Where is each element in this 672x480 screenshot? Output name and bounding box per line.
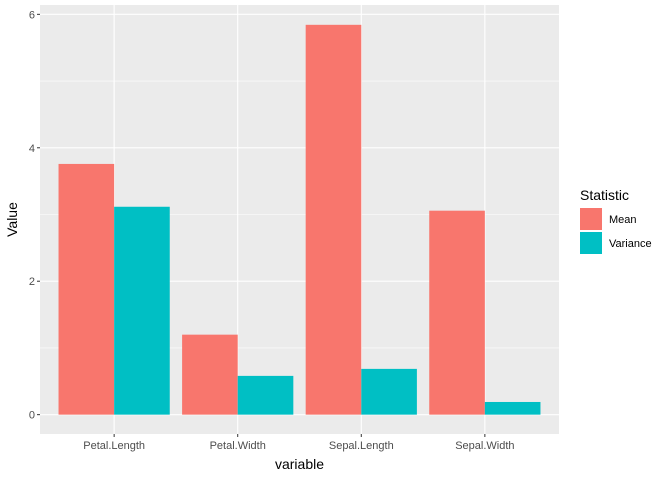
y-tick-label: 6 (29, 9, 35, 21)
y-tick-label: 4 (29, 143, 35, 155)
bar-mean-petal-width (182, 334, 238, 415)
bar-variance-petal-length (114, 206, 170, 415)
legend-label-mean: Mean (609, 214, 637, 226)
x-tick-label: Sepal.Length (329, 440, 394, 452)
y-tick-label: 2 (29, 276, 35, 288)
bar-variance-petal-width (237, 375, 294, 415)
bars (58, 24, 541, 415)
legend-key-mean (580, 208, 602, 230)
x-tick-label: Petal.Width (210, 440, 266, 452)
bar-mean-sepal-width (429, 210, 485, 415)
bar-mean-sepal-length (305, 24, 362, 415)
y-axis-title: Value (4, 202, 20, 237)
bar-variance-sepal-length (361, 368, 417, 415)
legend: Statistic Mean Variance (580, 187, 652, 254)
legend-title: Statistic (580, 187, 629, 203)
bar-variance-sepal-width (484, 401, 541, 415)
bar-mean-petal-length (58, 163, 115, 415)
x-axis: Petal.Length Petal.Width Sepal.Length Sepal… (83, 434, 515, 452)
y-axis: 0 2 4 6 (29, 9, 40, 422)
x-tick-label: Sepal.Width (455, 440, 514, 452)
y-tick-label: 0 (29, 410, 35, 422)
legend-label-variance: Variance (609, 238, 652, 250)
legend-key-variance (580, 232, 602, 254)
x-tick-label: Petal.Length (83, 440, 145, 452)
x-axis-title: variable (275, 456, 324, 472)
